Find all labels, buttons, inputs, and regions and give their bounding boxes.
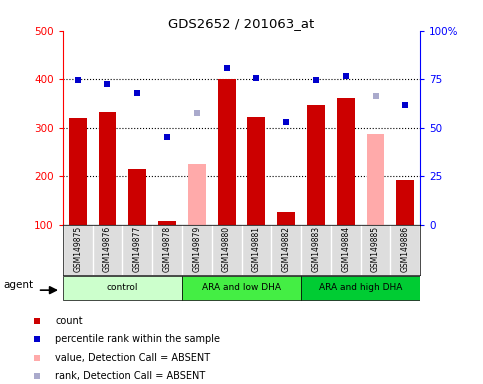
Bar: [397, 180, 414, 225]
Point: [133, 90, 141, 96]
Bar: [158, 221, 176, 225]
Point: [34, 373, 42, 379]
Text: ARA and low DHA: ARA and low DHA: [202, 283, 281, 293]
Point: [193, 110, 201, 116]
Title: GDS2652 / 201063_at: GDS2652 / 201063_at: [169, 17, 314, 30]
Text: GSM149882: GSM149882: [282, 226, 291, 271]
Text: percentile rank within the sample: percentile rank within the sample: [55, 334, 220, 344]
Point: [342, 73, 350, 79]
FancyBboxPatch shape: [182, 276, 301, 300]
Text: GSM149880: GSM149880: [222, 225, 231, 271]
Point: [372, 93, 380, 99]
Text: value, Detection Call = ABSENT: value, Detection Call = ABSENT: [55, 353, 211, 363]
Bar: [337, 98, 355, 225]
Point: [223, 65, 230, 71]
Point: [74, 77, 82, 83]
Point: [34, 355, 42, 361]
Bar: [307, 105, 325, 225]
FancyBboxPatch shape: [301, 276, 420, 300]
Text: GSM149883: GSM149883: [312, 225, 320, 271]
Bar: [188, 164, 206, 225]
Text: GSM149886: GSM149886: [401, 225, 410, 271]
Text: GSM149884: GSM149884: [341, 225, 350, 271]
Text: GSM149881: GSM149881: [252, 226, 261, 271]
Text: agent: agent: [3, 280, 33, 290]
Point: [282, 119, 290, 126]
Bar: [247, 116, 265, 225]
Text: GSM149877: GSM149877: [133, 225, 142, 272]
Point: [34, 318, 42, 324]
Text: count: count: [55, 316, 83, 326]
Text: GSM149876: GSM149876: [103, 225, 112, 272]
Point: [163, 134, 171, 140]
Text: ARA and high DHA: ARA and high DHA: [319, 283, 402, 293]
Bar: [69, 118, 86, 225]
Bar: [218, 79, 236, 225]
Text: GSM149878: GSM149878: [163, 225, 171, 271]
Point: [253, 75, 260, 81]
Point: [401, 102, 409, 108]
Bar: [128, 169, 146, 225]
Bar: [99, 112, 116, 225]
FancyBboxPatch shape: [63, 276, 182, 300]
Text: rank, Detection Call = ABSENT: rank, Detection Call = ABSENT: [55, 371, 205, 381]
Point: [312, 77, 320, 83]
Text: GSM149885: GSM149885: [371, 225, 380, 271]
Text: control: control: [107, 283, 138, 293]
Point: [34, 336, 42, 343]
Point: [104, 81, 112, 87]
Text: GSM149875: GSM149875: [73, 225, 82, 272]
Bar: [277, 212, 295, 225]
Bar: [367, 134, 384, 225]
Text: GSM149879: GSM149879: [192, 225, 201, 272]
